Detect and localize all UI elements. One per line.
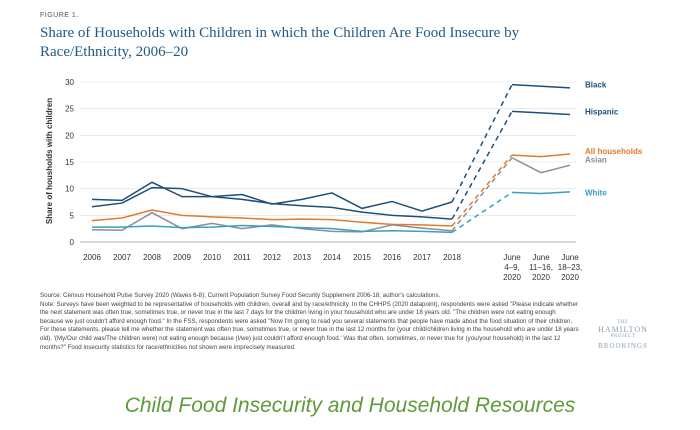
- series-lines: [91, 83, 571, 234]
- series-label-all-households: All households: [585, 147, 643, 156]
- x-tick-label: 2012: [263, 253, 281, 262]
- x-tick-label: 2009: [173, 253, 191, 262]
- x-tick-label: June 18–23, 2020: [558, 253, 582, 282]
- x-tick-line: 18–23,: [558, 263, 582, 272]
- x-tick-line: 2018: [443, 253, 461, 262]
- logo-top: THE: [617, 320, 629, 325]
- series-line-2020-white: [511, 191, 571, 195]
- x-tick-label: 2011: [233, 253, 251, 262]
- x-tick-label: 2014: [323, 253, 341, 262]
- y-tick-label: 0: [70, 238, 75, 247]
- x-tick-line: 2011: [233, 253, 251, 262]
- x-tick-label: 2006: [83, 253, 101, 262]
- series-label-black: Black: [585, 81, 607, 90]
- hamilton-brookings-logo: THE HAMILTON PROJECT BROOKINGS: [590, 320, 656, 350]
- series-dashed-link-white: [451, 191, 513, 234]
- figure-label: FIGURE 1.: [40, 12, 79, 19]
- x-tick-line: 2006: [83, 253, 101, 262]
- series-dashed-link-asian: [451, 157, 513, 232]
- x-tick-line: 2013: [293, 253, 311, 262]
- x-tick-line: June: [561, 253, 579, 262]
- gridlines: [80, 81, 576, 243]
- line-chart: 0 5 10 15 20 25 30 2006 2007 2008 2009 2010 2011 201…: [45, 78, 643, 282]
- series-line-all-households: [91, 209, 453, 227]
- notes: Source: Census Household Pulse Survey 20…: [40, 292, 580, 352]
- x-tick-line: 2015: [353, 253, 371, 262]
- x-tick-line: 4–9,: [504, 263, 520, 272]
- x-tick-label: 2007: [113, 253, 131, 262]
- x-tick-label: 2010: [203, 253, 221, 262]
- series-line-black: [91, 181, 453, 212]
- x-tick-label: 2016: [383, 253, 401, 262]
- series-dashed-link-all-households: [451, 154, 513, 227]
- x-tick-label: June 11–16, 2020: [529, 253, 553, 282]
- x-tick-line: 2010: [203, 253, 221, 262]
- y-tick-label: 5: [70, 211, 75, 220]
- series-label-hispanic: Hispanic: [585, 107, 619, 116]
- x-tick-line: 2012: [263, 253, 281, 262]
- series-line-white: [92, 224, 453, 234]
- x-tick-line: 2014: [323, 253, 341, 262]
- x-tick-label: 2013: [293, 253, 311, 262]
- x-tick-label: 2017: [413, 253, 431, 262]
- y-axis-label: Share of housholds with children: [45, 98, 54, 224]
- source-text: Source: Census Household Pulse Survey 20…: [40, 292, 441, 299]
- logo-sub: BROOKINGS: [598, 342, 648, 350]
- y-tick-label: 15: [65, 158, 74, 167]
- y-tick-label: 10: [65, 185, 74, 194]
- logo-top2: PROJECT: [610, 334, 636, 339]
- series-line-hispanic: [91, 186, 453, 220]
- y-tick-label: 20: [65, 131, 74, 140]
- x-tick-label: 2015: [353, 253, 371, 262]
- x-axis: 2006 2007 2008 2009 2010 2011 2012 2013 2014 2015…: [83, 253, 582, 282]
- series-dashed-link-black: [451, 84, 513, 203]
- series-line-2020-hispanic: [511, 110, 571, 116]
- caption: Child Food Insecurity and Household Reso…: [124, 394, 576, 417]
- x-tick-line: June: [503, 253, 521, 262]
- x-tick-line: 2008: [143, 253, 161, 262]
- logo-main: HAMILTON: [598, 325, 648, 334]
- series-line-2020-asian: [511, 157, 571, 174]
- series-line-2020-all-households: [511, 153, 571, 158]
- y-tick-label: 25: [65, 105, 74, 114]
- x-tick-line: 2020: [503, 273, 521, 282]
- series-dashed-link-hispanic: [451, 110, 513, 220]
- series-label-asian: Asian: [585, 156, 607, 165]
- x-tick-line: 2017: [413, 253, 431, 262]
- x-tick-line: 2009: [173, 253, 191, 262]
- x-tick-line: 2016: [383, 253, 401, 262]
- note-text: Note: Surveys have been weighted to be r…: [40, 300, 579, 351]
- y-tick-label: 30: [65, 78, 74, 87]
- series-label-white: White: [585, 188, 607, 197]
- series-line-2020-black: [511, 83, 571, 89]
- x-tick-label: 2018: [443, 253, 461, 262]
- x-tick-label: 2008: [143, 253, 161, 262]
- x-tick-line: 2020: [561, 273, 579, 282]
- x-tick-line: 11–16,: [529, 263, 553, 272]
- y-axis: 0 5 10 15 20 25 30: [65, 78, 74, 247]
- series-line-asian: [91, 211, 453, 233]
- x-tick-line: June: [532, 253, 550, 262]
- x-tick-line: 2020: [532, 273, 550, 282]
- x-tick-label: June 4–9, 2020: [503, 253, 521, 282]
- x-tick-line: 2007: [113, 253, 131, 262]
- chart-title: Share of Households with Children in whi…: [40, 25, 520, 60]
